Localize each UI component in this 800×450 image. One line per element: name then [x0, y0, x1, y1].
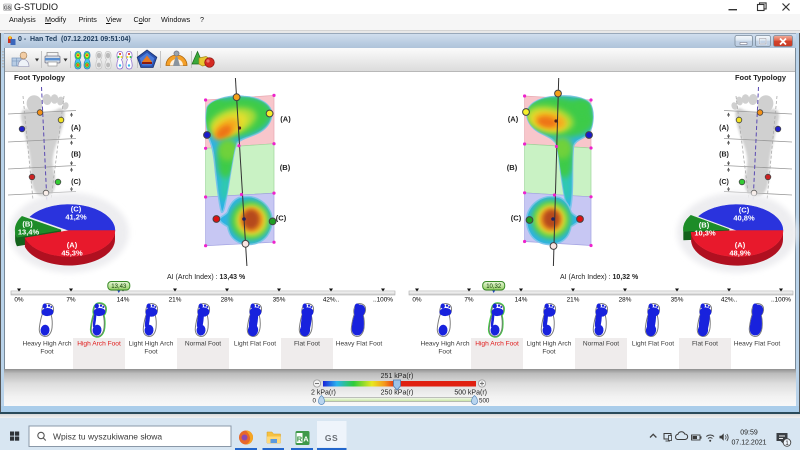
- svg-text:13,4%: 13,4%: [18, 228, 40, 237]
- svg-text:(A): (A): [719, 125, 729, 132]
- svg-text:10,3%: 10,3%: [694, 229, 716, 238]
- svg-text:40,8%: 40,8%: [733, 214, 755, 223]
- svg-text:45,3%: 45,3%: [61, 249, 83, 258]
- svg-text:(B): (B): [22, 220, 33, 229]
- svg-text:AI (Arch Index) : 10,32 %: AI (Arch Index) : 10,32 %: [560, 274, 639, 281]
- svg-text:Light High Arch: Light High Arch: [527, 341, 572, 348]
- svg-text:High Arch Foot: High Arch Foot: [475, 341, 519, 348]
- svg-text:28%: 28%: [221, 297, 234, 304]
- svg-text:Light High Arch: Light High Arch: [129, 341, 174, 348]
- svg-text:Heavy Flat Foot: Heavy Flat Foot: [336, 341, 383, 348]
- svg-text:500: 500: [479, 398, 490, 405]
- svg-text:Wpisz tu wyszukiwane słowa: Wpisz tu wyszukiwane słowa: [53, 432, 162, 442]
- svg-text:(C): (C): [511, 214, 522, 223]
- svg-text:14%: 14%: [117, 297, 130, 304]
- svg-text:Heavy Flat Foot: Heavy Flat Foot: [734, 341, 781, 348]
- svg-text:Light Flat Foot: Light Flat Foot: [234, 341, 276, 348]
- svg-text:(C): (C): [71, 205, 82, 214]
- svg-text:Foot: Foot: [144, 349, 157, 356]
- svg-text:(B): (B): [507, 163, 518, 172]
- svg-text:(B): (B): [699, 221, 710, 230]
- svg-text:42%..: 42%..: [323, 297, 340, 304]
- svg-text:0%: 0%: [412, 297, 422, 304]
- svg-text:Foot: Foot: [40, 349, 53, 356]
- svg-text:Foot Typology: Foot Typology: [14, 73, 66, 82]
- svg-text:(C): (C): [71, 179, 81, 186]
- svg-text:R: R: [297, 435, 303, 444]
- svg-text:..100%: ..100%: [373, 297, 393, 304]
- svg-text:(C): (C): [739, 206, 750, 215]
- svg-text:21%: 21%: [169, 297, 182, 304]
- svg-text:AI (Arch Index) : 13,43 %: AI (Arch Index) : 13,43 %: [167, 274, 246, 281]
- svg-text:500 kPa(r): 500 kPa(r): [454, 390, 487, 397]
- svg-text:35%: 35%: [273, 297, 286, 304]
- svg-text:..100%: ..100%: [771, 297, 791, 304]
- svg-text:High Arch Foot: High Arch Foot: [77, 341, 121, 348]
- svg-text:(C): (C): [276, 214, 287, 223]
- svg-text:Heavy High Arch: Heavy High Arch: [22, 341, 71, 348]
- svg-text:(B): (B): [71, 152, 81, 159]
- svg-text:GS: GS: [325, 433, 338, 443]
- svg-text:35%: 35%: [671, 297, 684, 304]
- svg-text:21%: 21%: [567, 297, 580, 304]
- svg-text:(B): (B): [280, 163, 291, 172]
- svg-text:Foot Typology: Foot Typology: [735, 73, 787, 82]
- svg-text:Heavy High Arch: Heavy High Arch: [420, 341, 469, 348]
- svg-text:(A): (A): [67, 241, 78, 250]
- svg-text:(C): (C): [719, 179, 729, 186]
- svg-text:28%: 28%: [619, 297, 632, 304]
- svg-text:42%..: 42%..: [721, 297, 738, 304]
- svg-text:Normal Foot: Normal Foot: [185, 341, 221, 348]
- svg-text:Light Flat Foot: Light Flat Foot: [632, 341, 674, 348]
- svg-text:09:59: 09:59: [740, 430, 758, 437]
- svg-text:Foot: Foot: [542, 349, 555, 356]
- svg-text:A: A: [303, 435, 309, 444]
- svg-text:1: 1: [785, 441, 789, 447]
- svg-text:10,32: 10,32: [486, 284, 502, 290]
- svg-text:Flat Foot: Flat Foot: [692, 341, 718, 348]
- svg-text:(A): (A): [735, 241, 746, 250]
- svg-text:14%: 14%: [515, 297, 528, 304]
- svg-text:Normal Foot: Normal Foot: [583, 341, 619, 348]
- svg-text:(A): (A): [508, 115, 519, 124]
- svg-text:2 kPa(r): 2 kPa(r): [311, 390, 336, 397]
- svg-text:0%: 0%: [14, 297, 24, 304]
- svg-text:(A): (A): [71, 125, 81, 132]
- svg-text:250 kPa(r): 250 kPa(r): [381, 390, 414, 397]
- svg-text:(A): (A): [280, 115, 291, 124]
- svg-text:7%: 7%: [464, 297, 474, 304]
- svg-text:13,43: 13,43: [111, 284, 127, 290]
- svg-text:48,9%: 48,9%: [729, 249, 751, 258]
- svg-text:251 kPa(r): 251 kPa(r): [381, 373, 414, 380]
- svg-text:Flat Foot: Flat Foot: [294, 341, 320, 348]
- svg-text:Foot: Foot: [438, 349, 451, 356]
- svg-text:41,2%: 41,2%: [65, 213, 87, 222]
- svg-text:07.12.2021: 07.12.2021: [731, 440, 766, 447]
- svg-text:GS: GS: [4, 6, 12, 12]
- svg-text:7%: 7%: [66, 297, 76, 304]
- svg-text:0: 0: [313, 398, 317, 405]
- svg-text:(B): (B): [719, 152, 729, 159]
